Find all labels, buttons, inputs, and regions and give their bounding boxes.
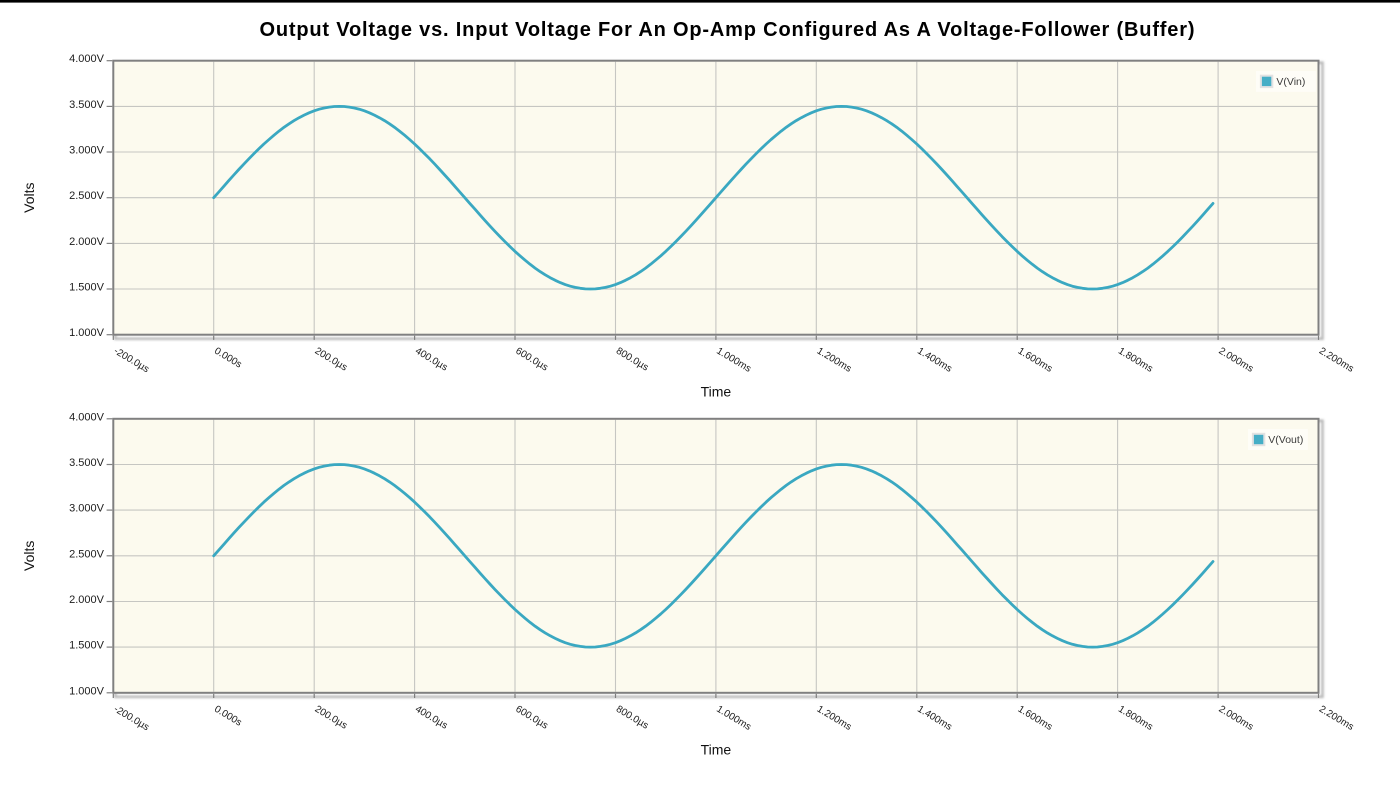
svg-text:3.500V: 3.500V	[69, 457, 105, 469]
svg-text:3.000V: 3.000V	[69, 145, 105, 157]
svg-text:Time: Time	[701, 741, 732, 757]
svg-text:3.500V: 3.500V	[69, 99, 105, 111]
svg-text:Volts: Volts	[21, 541, 37, 571]
svg-text:2.000V: 2.000V	[69, 236, 105, 248]
svg-text:3.000V: 3.000V	[69, 503, 105, 515]
svg-text:Output Voltage vs. Input Volta: Output Voltage vs. Input Voltage For An …	[259, 19, 1195, 41]
svg-text:2.000V: 2.000V	[69, 594, 105, 606]
svg-text:1.500V: 1.500V	[69, 282, 105, 294]
svg-text:V(Vout): V(Vout)	[1268, 434, 1303, 446]
svg-text:V(Vin): V(Vin)	[1276, 76, 1305, 88]
svg-text:2.500V: 2.500V	[69, 190, 105, 202]
svg-text:4.000V: 4.000V	[69, 53, 105, 65]
svg-text:4.000V: 4.000V	[69, 411, 105, 423]
svg-text:1.500V: 1.500V	[69, 640, 105, 652]
svg-text:1.000V: 1.000V	[69, 685, 105, 697]
svg-text:Time: Time	[701, 383, 732, 399]
svg-text:Volts: Volts	[21, 183, 37, 213]
svg-text:1.000V: 1.000V	[69, 327, 105, 339]
svg-text:2.500V: 2.500V	[69, 548, 105, 560]
